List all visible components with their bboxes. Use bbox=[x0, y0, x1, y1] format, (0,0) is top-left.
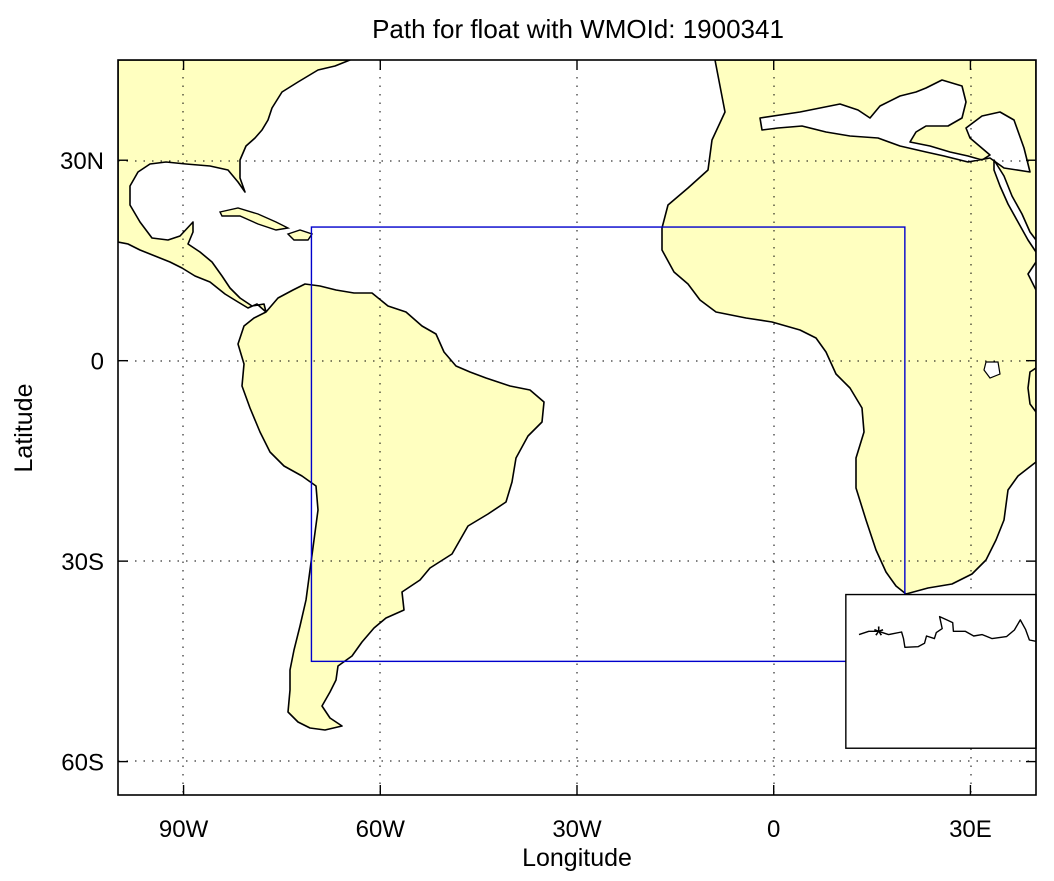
x-tick-label: 30W bbox=[552, 816, 602, 843]
x-tick-label: 90W bbox=[159, 816, 209, 843]
inset-panel: * bbox=[845, 593, 1037, 749]
sea-red bbox=[993, 159, 1036, 253]
inset-coastline-path bbox=[858, 615, 1037, 648]
x-axis-ticks: 90W 60W 30W 0 30E bbox=[159, 60, 992, 843]
y-tick-label: 60S bbox=[61, 750, 104, 777]
y-axis-ticks: 30N 0 30S 60S bbox=[60, 148, 1036, 777]
x-tick-label: 60W bbox=[356, 816, 406, 843]
float-position-marker: * bbox=[874, 620, 884, 650]
land-africa bbox=[661, 60, 1036, 595]
y-tick-label: 30N bbox=[60, 148, 104, 175]
x-tick-label: 0 bbox=[767, 816, 780, 843]
land-lake-victoria bbox=[983, 361, 1001, 379]
land-layer bbox=[118, 60, 1036, 731]
land-madagascar bbox=[1027, 367, 1036, 414]
y-tick-label: 30S bbox=[61, 549, 104, 576]
region-box bbox=[310, 226, 906, 663]
sea-mediterranean bbox=[759, 79, 1031, 173]
x-axis-label: Longitude bbox=[522, 844, 632, 872]
y-tick-label: 0 bbox=[91, 349, 104, 376]
land-cuba bbox=[218, 207, 291, 231]
y-axis-label: Latitude bbox=[10, 384, 38, 473]
map-title: Path for float with WMOId: 1900341 bbox=[372, 14, 784, 44]
land-hispaniola bbox=[286, 229, 314, 241]
land-north-america bbox=[118, 60, 351, 313]
x-tick-label: 30E bbox=[949, 816, 992, 843]
